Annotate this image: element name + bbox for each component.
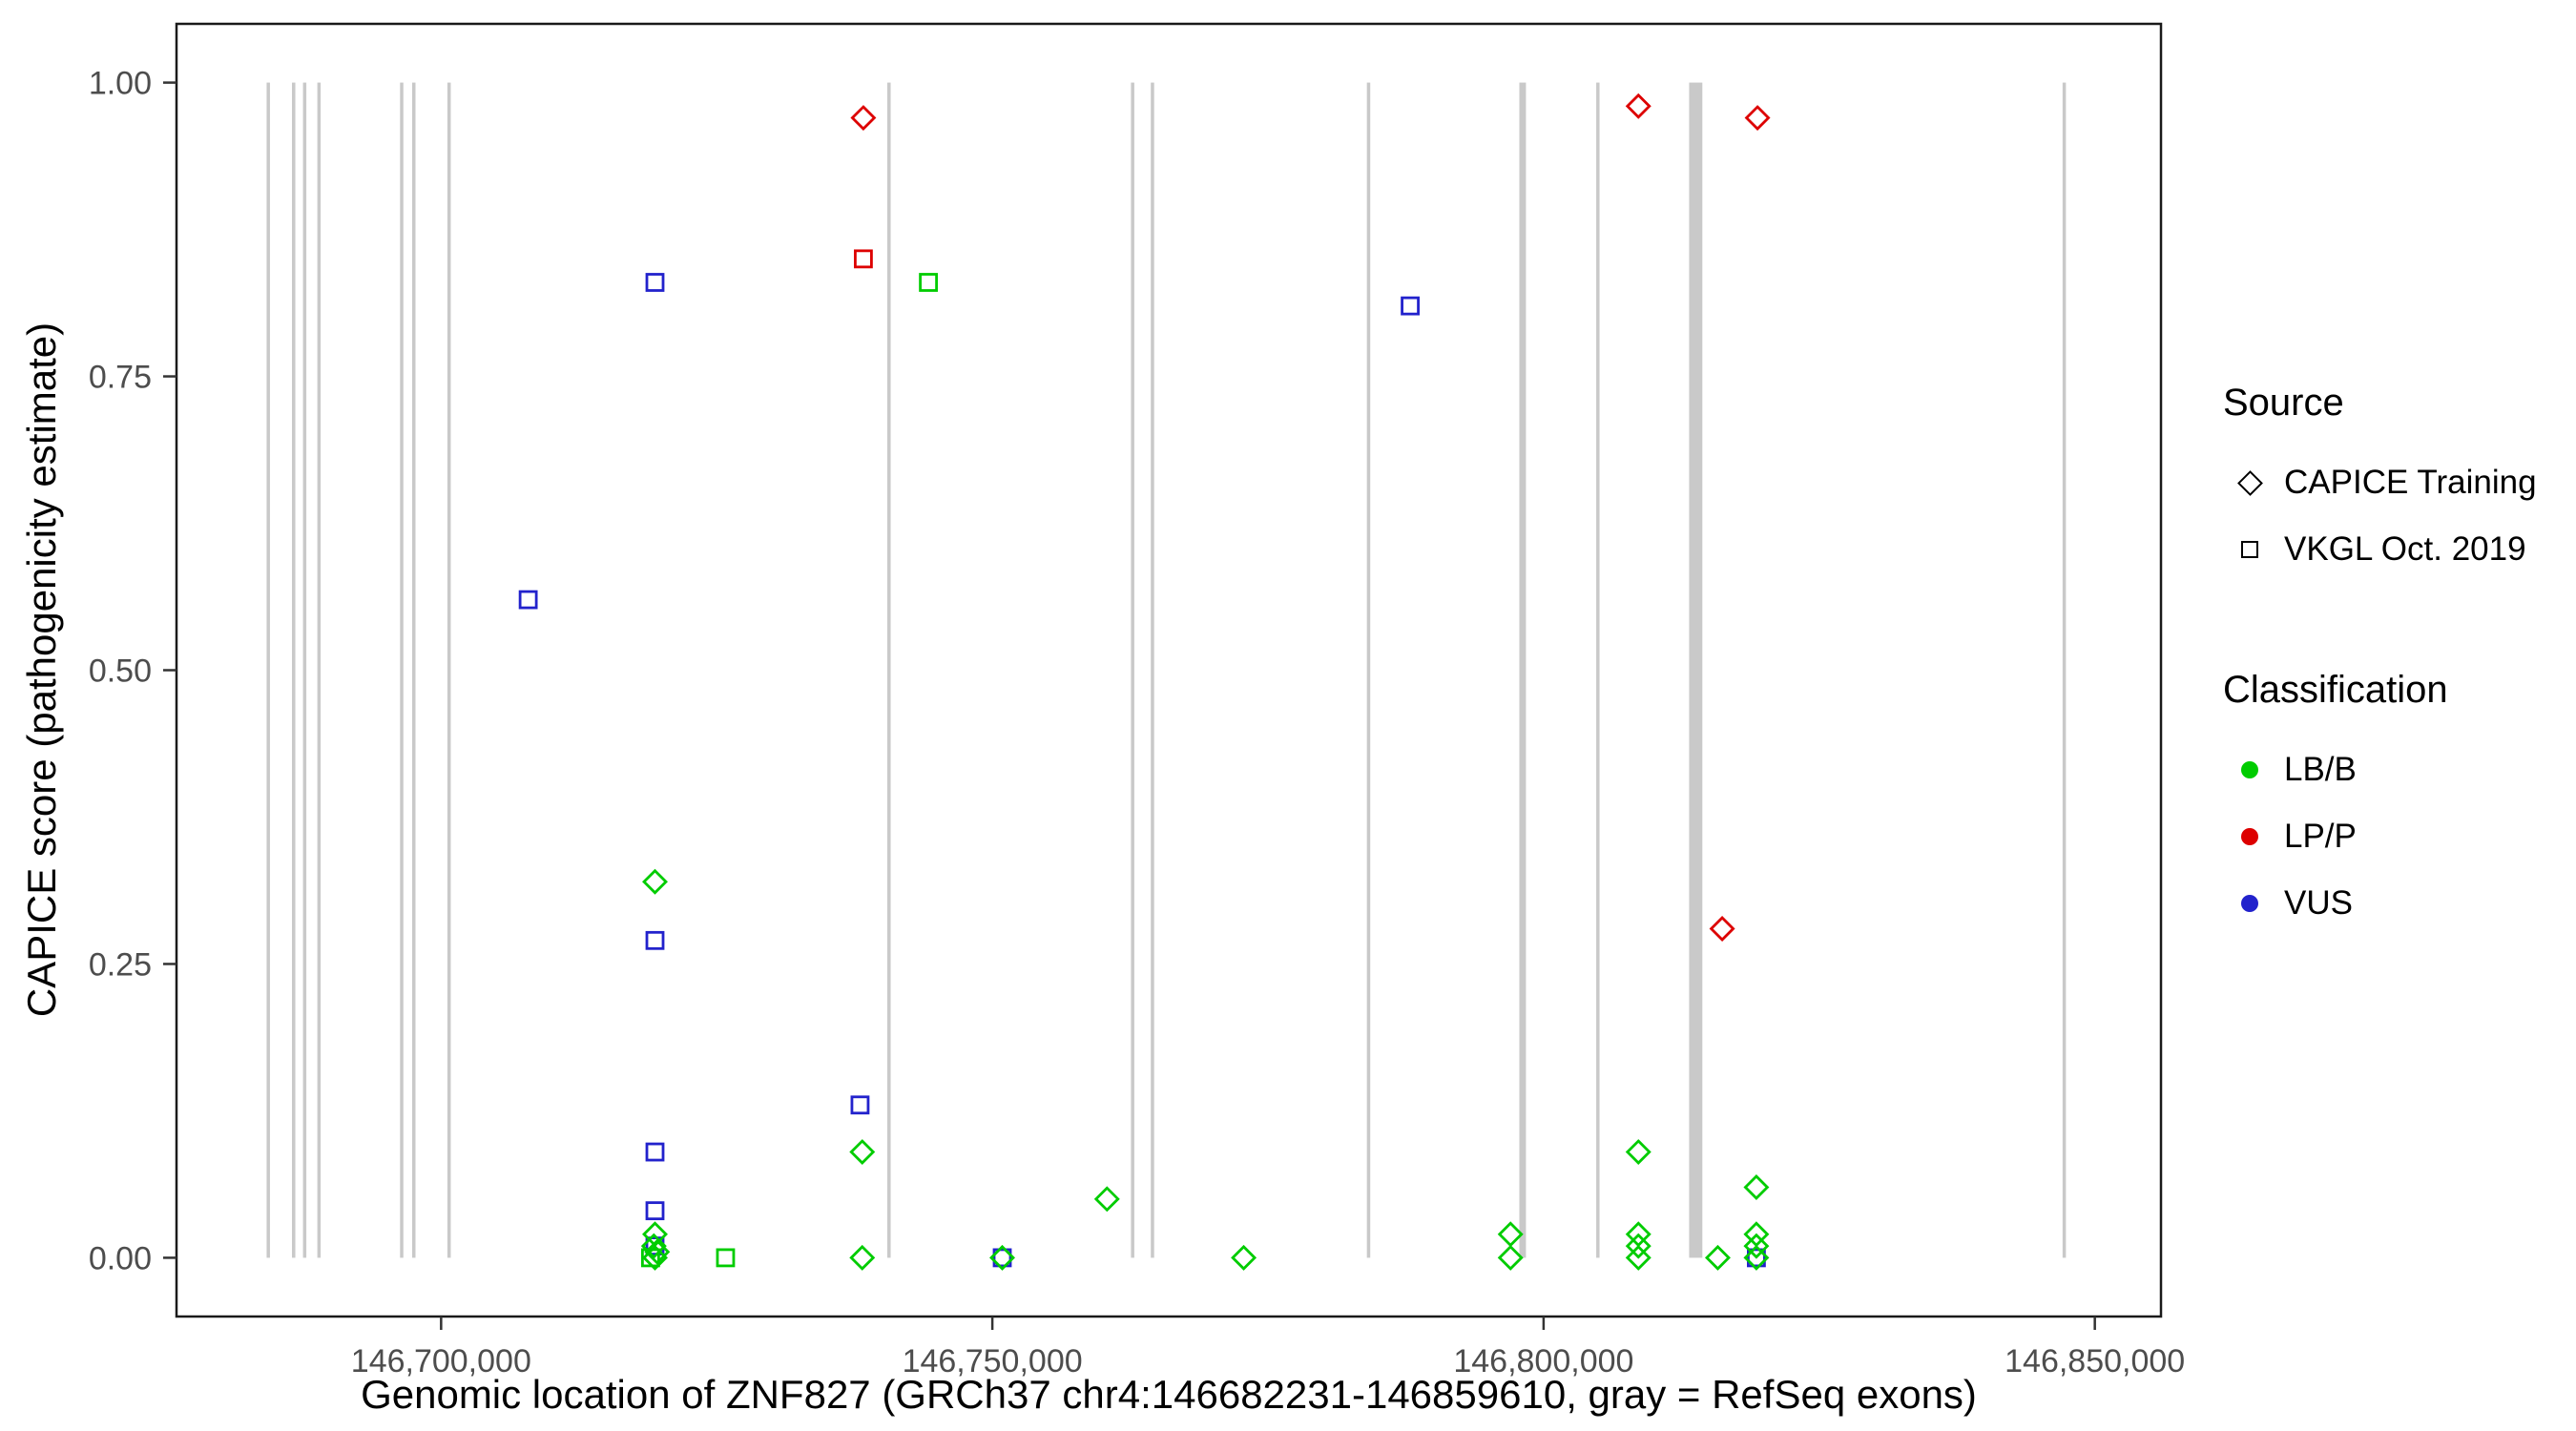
data-point	[1743, 1174, 1770, 1200]
legend-item-label: VKGL Oct. 2019	[2284, 530, 2526, 568]
data-point	[644, 1238, 671, 1265]
legend-item-vkgl: VKGL Oct. 2019	[2223, 516, 2566, 583]
data-point	[640, 1233, 667, 1259]
y-tick-label: 0.00	[89, 1240, 152, 1276]
data-point	[1743, 1233, 1770, 1259]
lpp-color-dot-icon	[2241, 828, 2258, 845]
data-point	[992, 1248, 1012, 1268]
data-point	[850, 1095, 870, 1115]
data-point	[716, 1248, 736, 1268]
diamond-icon	[2236, 469, 2263, 496]
x-tick-label: 146,700,000	[351, 1343, 531, 1379]
y-tick-label: 1.00	[89, 66, 152, 102]
legend-classification: Classification LB/B LP/P VUS	[2223, 669, 2566, 937]
data-point	[1625, 1244, 1652, 1271]
legend-item-lbb: LB/B	[2223, 736, 2566, 803]
exon-region	[302, 82, 307, 1258]
legend-classification-title: Classification	[2223, 669, 2448, 711]
legend-key-box	[2229, 895, 2271, 912]
data-point	[1747, 1248, 1766, 1268]
y-tick-label: 0.75	[89, 360, 152, 396]
data-point	[1625, 1233, 1652, 1259]
y-axis-title: CAPICE score (pathogenicity estimate)	[19, 321, 64, 1018]
legend-item-lpp: LP/P	[2223, 803, 2566, 870]
data-point	[518, 590, 538, 610]
legend-item-label: VUS	[2284, 884, 2353, 922]
data-point	[850, 105, 877, 132]
data-point	[849, 1139, 876, 1166]
exon-region	[887, 82, 891, 1258]
exon-region	[1131, 82, 1134, 1258]
data-point	[1709, 916, 1735, 942]
panel-background	[177, 24, 2161, 1317]
exon-region	[1366, 82, 1371, 1258]
square-icon	[2241, 541, 2258, 558]
exon-region	[1596, 82, 1600, 1258]
legend-item-label: LP/P	[2284, 818, 2357, 855]
data-point	[854, 249, 873, 269]
x-tick-label: 146,750,000	[903, 1343, 1083, 1379]
data-point	[1625, 1139, 1652, 1166]
data-point	[1401, 296, 1420, 316]
exon-region	[1151, 82, 1154, 1258]
x-tick-label: 146,800,000	[1453, 1343, 1633, 1379]
exon-region	[1519, 82, 1527, 1258]
data-point	[1625, 93, 1652, 119]
exon-region	[317, 82, 322, 1258]
data-point	[645, 1142, 665, 1162]
data-point	[1093, 1186, 1120, 1213]
legend-key-box	[2229, 541, 2271, 558]
y-tick-label: 0.25	[89, 946, 152, 983]
exon-region	[411, 82, 416, 1258]
data-point	[1497, 1244, 1524, 1271]
data-point	[1704, 1244, 1731, 1271]
exon-region	[292, 82, 296, 1258]
exon-region	[447, 82, 451, 1258]
data-point	[645, 1201, 665, 1221]
exon-region	[400, 82, 404, 1258]
legend-source-title: Source	[2223, 382, 2344, 424]
legend-item-vus: VUS	[2223, 870, 2566, 937]
data-point	[1743, 1244, 1770, 1271]
legend-item-capice-training: CAPICE Training	[2223, 449, 2566, 516]
exon-region	[266, 82, 270, 1258]
lbb-color-dot-icon	[2241, 761, 2258, 778]
y-tick-label: 0.50	[89, 653, 152, 690]
data-point	[1231, 1244, 1257, 1271]
data-point	[645, 930, 665, 950]
data-point	[642, 868, 668, 895]
exon-region	[1689, 82, 1703, 1258]
data-point	[989, 1244, 1015, 1271]
x-axis-title: Genomic location of ZNF827 (GRCh37 chr4:…	[361, 1372, 1977, 1417]
legend-item-label: CAPICE Training	[2284, 464, 2537, 501]
legend-item-label: LB/B	[2284, 751, 2357, 788]
data-point	[849, 1244, 876, 1271]
exon-region	[2062, 82, 2067, 1258]
legend-key-box	[2229, 761, 2271, 778]
data-point	[1744, 105, 1771, 132]
data-point	[919, 273, 938, 292]
data-point	[645, 273, 665, 292]
vus-color-dot-icon	[2241, 895, 2258, 912]
legend-source: Source CAPICE Training VKGL Oct. 2019	[2223, 382, 2566, 583]
legend-key-box	[2229, 828, 2271, 845]
legend-key-box	[2229, 469, 2271, 496]
legend: Source CAPICE Training VKGL Oct. 2019 Cl…	[2223, 382, 2566, 1023]
x-tick-label: 146,850,000	[2005, 1343, 2185, 1379]
